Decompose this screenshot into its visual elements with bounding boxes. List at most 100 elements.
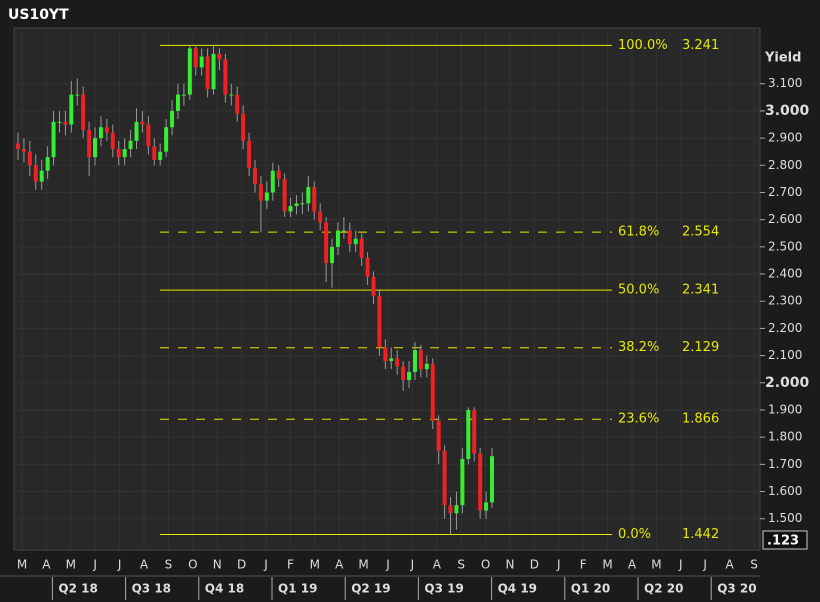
x-tick-label: J	[263, 558, 268, 572]
x-tick-label: M	[66, 558, 76, 572]
x-tick-label: J	[556, 558, 561, 572]
candle-body	[300, 203, 305, 205]
candle-body	[211, 53, 216, 90]
candle-body	[170, 110, 175, 128]
y-tick-label: 2.300	[768, 294, 802, 308]
candle-body	[448, 505, 453, 514]
x-tick-label: J	[678, 558, 683, 572]
x-tick-label: A	[433, 558, 442, 572]
candle-body	[87, 129, 92, 158]
x-tick-label: M	[651, 558, 661, 572]
candle-body	[33, 165, 38, 182]
fib-label: 38.2%	[618, 340, 659, 355]
candle-body	[347, 230, 352, 245]
chart-title: US10YT	[8, 7, 69, 23]
candle-body	[383, 347, 388, 362]
x-tick-label: A	[725, 558, 734, 572]
fib-label: 0.0%	[618, 527, 651, 542]
x-tick-label: A	[628, 558, 637, 572]
candle-body	[27, 151, 32, 166]
candle-body	[193, 48, 198, 68]
candle-body	[39, 170, 44, 182]
x-tick-label: M	[310, 558, 320, 572]
candle-body	[306, 187, 311, 204]
fib-value: 1.442	[682, 527, 719, 542]
candle-body	[187, 48, 192, 95]
x-tick-label: A	[335, 558, 344, 572]
x-tick-label: F	[287, 558, 294, 572]
candle-body	[353, 238, 358, 245]
candle-body	[16, 143, 20, 149]
candle-body	[359, 238, 364, 258]
quarter-label: Q1 19	[278, 582, 317, 596]
candle-body	[490, 456, 494, 503]
y-tick-label: 2.400	[768, 267, 802, 281]
candle-body	[93, 138, 98, 158]
candle-body	[146, 124, 151, 147]
candle-body	[116, 148, 121, 158]
y-tick-label: 1.900	[768, 402, 802, 416]
x-tick-label: J	[702, 558, 707, 572]
candle-body	[223, 59, 228, 95]
candle-body	[318, 211, 323, 223]
candle-body	[181, 94, 186, 96]
candle-body	[57, 121, 62, 123]
candle-body	[430, 363, 435, 421]
x-tick-label: O	[481, 558, 490, 572]
candle-body	[21, 148, 26, 152]
candle-body	[199, 56, 204, 68]
candle-body	[51, 121, 56, 158]
x-tick-label: N	[213, 558, 222, 572]
y-tick-label: 3.000	[765, 103, 810, 119]
fib-value: 2.129	[682, 340, 719, 355]
candle-body	[253, 168, 257, 185]
quarter-label: Q2 18	[58, 582, 97, 596]
candle-body	[365, 257, 370, 277]
fib-value: 2.554	[682, 225, 719, 240]
candle-body	[75, 94, 80, 96]
y-tick-label: 2.200	[768, 321, 802, 335]
quarter-label: Q4 18	[205, 582, 244, 596]
y-tick-label: 2.600	[768, 212, 802, 226]
candle-body	[229, 94, 234, 96]
candle-body	[395, 358, 400, 367]
candle-body	[69, 94, 74, 125]
quarter-label: Q4 19	[498, 582, 537, 596]
candle-body	[412, 350, 417, 372]
candle-body	[241, 113, 246, 141]
y-tick-label: 3.100	[768, 76, 802, 90]
x-tick-label: S	[165, 558, 173, 572]
candle-body	[288, 206, 293, 212]
y-tick-label: 2.500	[768, 239, 802, 253]
y-tick-label: 2.100	[768, 348, 802, 362]
candle-body	[140, 121, 145, 125]
candle-body	[401, 366, 406, 381]
quarter-label: Q3 18	[132, 582, 171, 596]
candle-body	[264, 192, 269, 201]
candle-body	[175, 94, 180, 111]
x-tick-label: S	[750, 558, 758, 572]
y-tick-label: 2.700	[768, 185, 802, 199]
candle-body	[205, 56, 210, 90]
candle-body	[454, 505, 459, 514]
candle-body	[335, 230, 340, 247]
x-tick-label: F	[580, 558, 587, 572]
candle-body	[217, 53, 222, 60]
x-tick-label: M	[602, 558, 612, 572]
candle-body	[324, 222, 329, 264]
candle-body	[134, 121, 139, 141]
quarter-label: Q1 20	[571, 582, 610, 596]
fib-label: 100.0%	[618, 38, 668, 53]
candle-body	[110, 132, 115, 149]
y-tick-label: 1.600	[768, 484, 802, 498]
candle-body	[484, 502, 489, 511]
candle-body	[63, 121, 68, 125]
candle-body	[389, 358, 394, 362]
candle-body	[282, 178, 287, 212]
candle-body	[472, 409, 477, 454]
candle-body	[371, 276, 376, 296]
candle-body	[341, 230, 346, 232]
candle-body	[294, 203, 299, 207]
candle-body	[247, 140, 252, 169]
candle-body	[436, 420, 441, 451]
